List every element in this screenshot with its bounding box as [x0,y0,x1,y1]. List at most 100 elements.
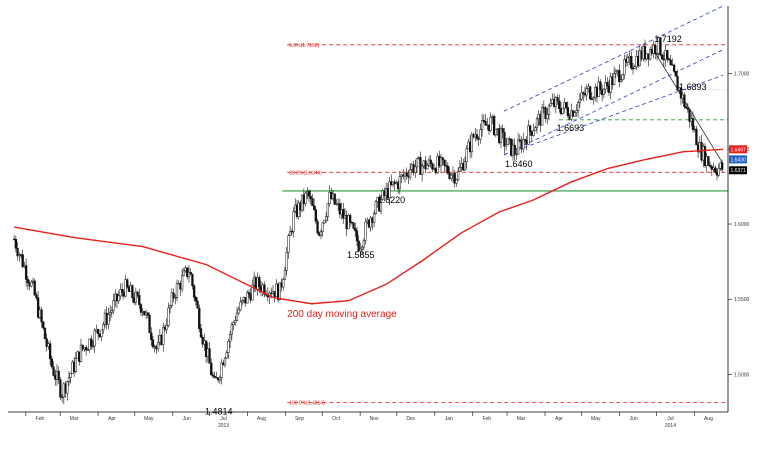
candle-body [643,45,647,60]
candle-body [703,146,707,166]
candle-body [676,76,679,91]
candle-body [654,45,657,55]
candle-body [79,344,83,362]
candle-body [621,74,624,80]
candle-body [278,282,281,301]
candle-body [180,275,184,290]
candle-body [623,59,626,75]
candle-body [655,53,659,55]
candle-body [463,161,467,171]
candle-body [631,67,635,70]
candle-body [444,165,448,167]
candle-body [465,148,468,162]
candle-body [324,216,328,221]
candle-body [480,119,484,131]
candle-body [50,358,53,368]
candle-body [156,342,160,350]
candle-body [458,167,461,172]
candle-body [292,211,295,232]
candle-body [96,329,100,335]
candle-body [522,139,525,150]
candle-body [441,157,444,161]
candle-body [91,345,95,348]
candle-body [312,205,316,210]
candle-body [669,59,672,65]
candle-body [501,128,504,133]
x-tick-label: Aug [704,416,713,422]
candle-body [162,326,165,345]
candle-body [455,179,458,184]
trendline [652,49,724,165]
x-tick-label: Oct [332,416,340,422]
candle-body [630,55,633,69]
candle-body [504,144,508,147]
candle-body [126,279,129,288]
candle-body [240,300,244,303]
candle-body [258,277,261,288]
candle-body [672,64,676,72]
candle-body [513,144,516,155]
candle-body [287,235,290,253]
candle-body [575,110,578,113]
candle-body [359,248,362,252]
candle-body [518,139,521,141]
level-annotation: 1.6893 [679,82,707,92]
candle-body [516,139,520,155]
candle-body [479,129,482,140]
candle-body [36,297,40,318]
candle-body [43,327,47,339]
candle-body [48,343,52,360]
candle-body [220,362,223,378]
candle-body [405,172,408,177]
x-tick-label: Apr [555,416,563,422]
candle-body [578,98,581,103]
candle-body [60,396,64,399]
candle-body [304,192,307,204]
candle-body [102,324,105,331]
candle-body [439,157,443,167]
candle-body [492,116,496,136]
candle-body [33,280,36,296]
candle-body [523,139,527,141]
value-tag-label: 1.6497 [731,147,747,153]
candle-body [503,131,506,147]
candle-body [138,295,141,305]
candle-body [588,86,592,100]
candle-body [357,240,360,252]
candle-body [74,358,77,372]
year-label: 2014 [665,423,676,429]
candle-body [453,172,456,184]
candle-body [708,165,712,167]
candle-body [456,171,460,181]
candle-body [679,87,683,99]
level-label: 0.0%(1.7192) [289,43,319,49]
candle-body [683,94,686,107]
candle-body [659,37,662,56]
candle-body [350,221,353,224]
candle-body [59,379,62,398]
channel-line-lower [503,74,724,156]
candle-body [321,222,324,232]
candle-body [16,248,19,257]
candle-body [174,297,177,299]
x-tick-label: May [144,416,154,422]
candle-body [234,320,237,323]
candle-body [566,107,569,116]
candle-body [150,332,153,341]
candle-body [534,127,537,131]
candle-body [499,128,503,144]
candle-body [585,88,588,96]
candle-body [136,291,139,296]
candle-body [230,324,233,335]
candle-body [263,284,266,295]
value-tag [729,155,747,164]
candle-body [362,240,365,248]
candle-body [354,228,357,232]
candle-body [24,265,28,280]
candle-body [283,270,287,280]
candle-body [602,88,605,95]
y-tick-label: 1.5000 [734,372,750,378]
candle-body [547,105,551,115]
candle-body [688,109,691,122]
